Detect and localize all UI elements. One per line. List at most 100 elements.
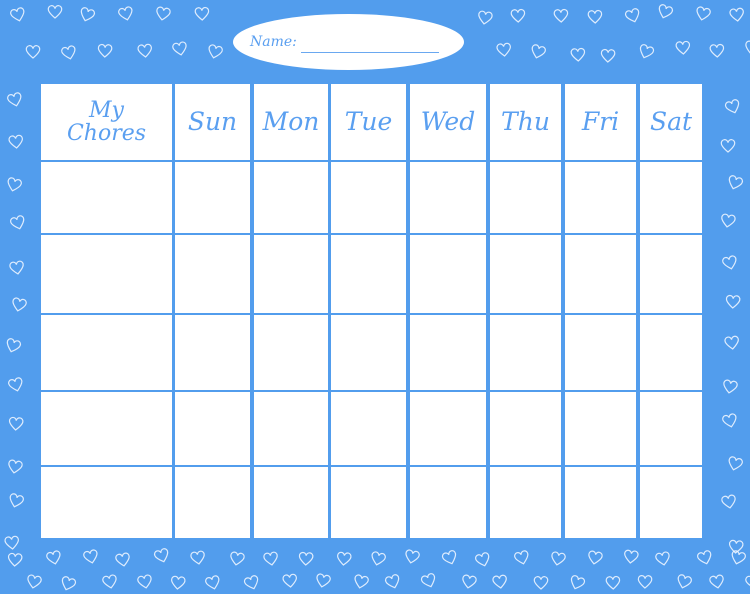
chore-check-cell[interactable] — [410, 235, 486, 313]
heart-icon — [117, 4, 136, 23]
heart-icon — [587, 9, 604, 26]
heart-icon — [335, 550, 353, 568]
heart-icon — [383, 572, 403, 592]
chore-check-cell[interactable] — [410, 162, 486, 233]
heart-icon — [136, 42, 154, 60]
heart-icon — [281, 572, 299, 590]
heart-icon — [675, 572, 695, 592]
heart-icon — [154, 5, 173, 24]
heart-icon — [262, 550, 280, 568]
heart-icon — [708, 573, 727, 592]
header-day: Sun — [175, 84, 250, 160]
chore-check-cell[interactable] — [565, 315, 636, 390]
heart-icon — [3, 336, 23, 356]
heart-icon — [693, 5, 712, 24]
heart-icon — [6, 491, 26, 511]
heart-icon — [725, 173, 745, 193]
chore-check-cell[interactable] — [410, 467, 486, 538]
heart-icon — [352, 572, 371, 591]
heart-icon — [4, 175, 24, 195]
heart-icon — [636, 41, 657, 62]
chore-check-cell[interactable] — [490, 392, 561, 465]
chore-check-cell[interactable] — [640, 315, 702, 390]
heart-icon — [4, 534, 22, 552]
chore-check-cell[interactable] — [565, 162, 636, 233]
name-label: Name: — [250, 34, 297, 50]
chore-check-cell[interactable] — [254, 315, 328, 390]
heart-icon — [419, 571, 440, 592]
chore-name-cell[interactable] — [41, 315, 172, 390]
heart-icon — [728, 548, 748, 568]
chore-check-cell[interactable] — [410, 392, 486, 465]
heart-icon — [512, 548, 532, 568]
chore-check-cell[interactable] — [565, 392, 636, 465]
name-input[interactable] — [301, 36, 439, 53]
header-my-chores: My Chores — [41, 84, 172, 160]
chore-check-cell[interactable] — [175, 235, 250, 313]
heart-icon — [97, 43, 114, 60]
chore-check-cell[interactable] — [640, 392, 702, 465]
chore-check-cell[interactable] — [410, 315, 486, 390]
heart-icon — [459, 573, 478, 592]
chore-check-cell[interactable] — [490, 235, 561, 313]
heart-icon — [440, 547, 461, 568]
header-day: Sat — [640, 84, 702, 160]
heart-icon — [604, 574, 621, 591]
heart-icon — [136, 573, 155, 592]
heart-icon — [723, 334, 741, 352]
heart-icon — [719, 212, 737, 230]
chore-check-cell[interactable] — [331, 162, 406, 233]
header-day: Mon — [254, 84, 328, 160]
heart-icon — [152, 546, 172, 566]
heart-icon — [297, 551, 314, 568]
heart-icon — [6, 551, 23, 568]
heart-icon — [6, 458, 25, 477]
heart-icon — [242, 572, 262, 592]
chore-name-cell[interactable] — [41, 467, 172, 538]
heart-icon — [473, 550, 493, 570]
chore-check-cell[interactable] — [565, 467, 636, 538]
chore-check-cell[interactable] — [254, 392, 328, 465]
heart-icon — [10, 295, 29, 314]
chore-name-cell[interactable] — [41, 392, 172, 465]
chore-check-cell[interactable] — [254, 467, 328, 538]
heart-icon — [723, 97, 743, 117]
chore-check-cell[interactable] — [175, 467, 250, 538]
chore-check-cell[interactable] — [175, 392, 250, 465]
chore-check-cell[interactable] — [254, 162, 328, 233]
chore-check-cell[interactable] — [331, 392, 406, 465]
chore-check-cell[interactable] — [490, 162, 561, 233]
heart-icon — [695, 548, 715, 568]
heart-icon — [600, 48, 617, 65]
chore-check-cell[interactable] — [640, 467, 702, 538]
chore-name-cell[interactable] — [41, 235, 172, 313]
heart-icon — [170, 574, 188, 592]
heart-icon — [569, 47, 586, 64]
heart-icon — [654, 549, 673, 568]
chore-name-cell[interactable] — [41, 162, 172, 233]
heart-icon — [171, 40, 190, 59]
header-day: Tue — [331, 84, 406, 160]
chore-check-cell[interactable] — [565, 235, 636, 313]
heart-icon — [728, 6, 746, 24]
chore-check-cell[interactable] — [490, 315, 561, 390]
heart-icon — [204, 573, 224, 593]
chore-check-cell[interactable] — [490, 467, 561, 538]
heart-icon — [369, 550, 388, 569]
heart-icon — [743, 39, 750, 58]
chore-check-cell[interactable] — [175, 162, 250, 233]
chore-check-cell[interactable] — [640, 235, 702, 313]
heart-icon — [25, 572, 44, 591]
heart-icon — [101, 573, 120, 592]
heart-icon — [586, 548, 605, 567]
chore-check-cell[interactable] — [254, 235, 328, 313]
chore-check-cell[interactable] — [331, 315, 406, 390]
chore-check-cell[interactable] — [331, 467, 406, 538]
heart-icon — [553, 8, 570, 25]
heart-icon — [45, 548, 64, 567]
heart-icon — [491, 573, 509, 591]
chore-check-cell[interactable] — [175, 315, 250, 390]
chore-check-cell[interactable] — [331, 235, 406, 313]
heart-icon — [8, 259, 26, 277]
chore-check-cell[interactable] — [640, 162, 702, 233]
